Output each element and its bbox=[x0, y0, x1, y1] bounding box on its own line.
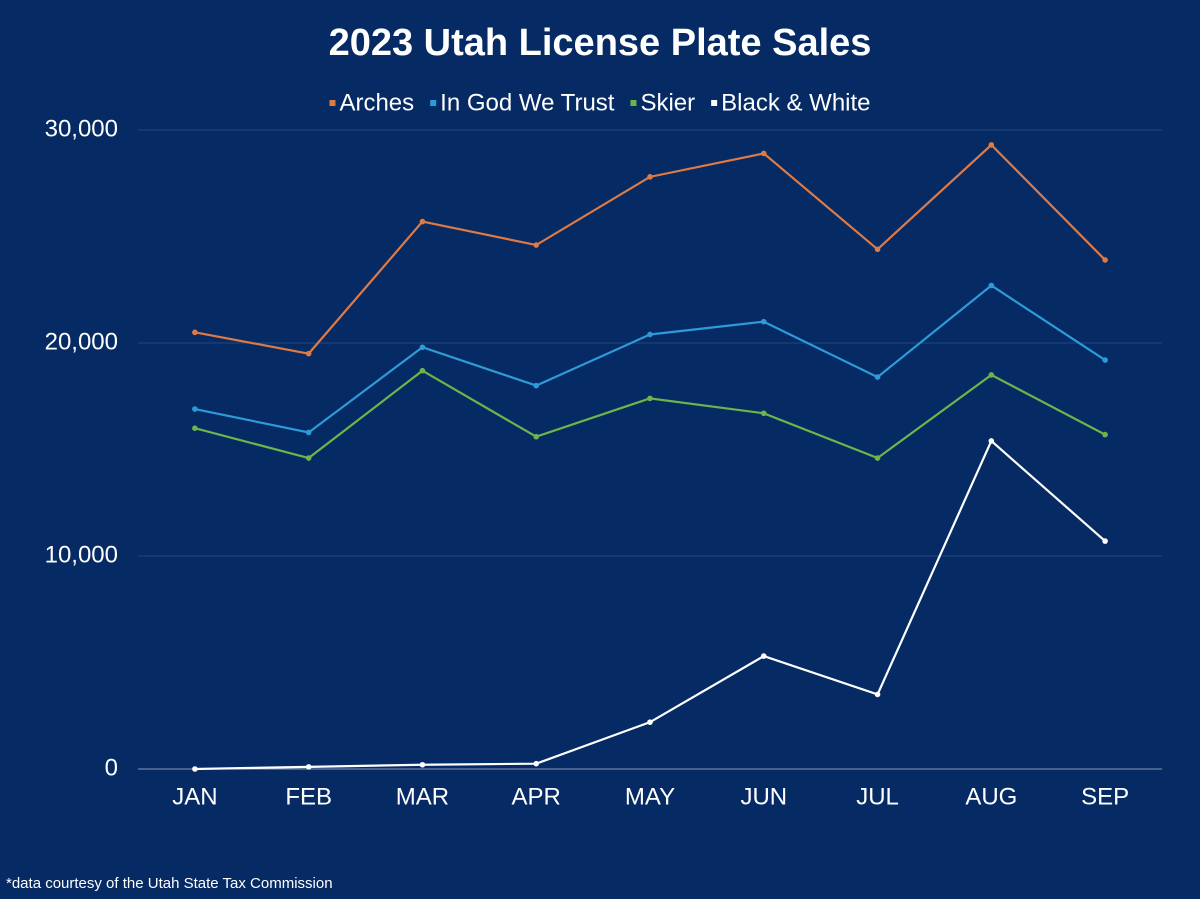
data-point bbox=[647, 719, 653, 725]
x-tick-label: MAY bbox=[625, 783, 675, 810]
data-point bbox=[874, 374, 881, 380]
legend: Arches In God We Trust Skier Black & White bbox=[329, 89, 871, 116]
data-point bbox=[533, 433, 540, 440]
data-point bbox=[305, 455, 312, 461]
legend-label: Arches bbox=[339, 89, 414, 116]
data-point bbox=[305, 764, 312, 770]
y-tick-label: 0 bbox=[105, 754, 118, 781]
y-tick-label: 30,000 bbox=[45, 115, 118, 142]
data-point bbox=[192, 425, 198, 432]
data-point bbox=[988, 372, 995, 378]
data-point bbox=[305, 350, 312, 357]
data-point bbox=[192, 406, 198, 412]
data-point bbox=[419, 344, 426, 351]
data-point bbox=[1102, 357, 1108, 363]
data-point bbox=[988, 438, 995, 444]
legend-swatch bbox=[711, 100, 718, 106]
legend-label: Black & White bbox=[721, 89, 870, 116]
data-point bbox=[760, 410, 767, 417]
y-tick-label: 10,000 bbox=[45, 541, 118, 568]
data-point bbox=[533, 382, 540, 389]
data-point bbox=[647, 174, 653, 180]
data-point bbox=[1102, 257, 1108, 263]
data-point bbox=[1102, 431, 1108, 438]
data-point bbox=[760, 653, 767, 659]
data-point bbox=[305, 429, 312, 436]
legend-label: In God We Trust bbox=[440, 89, 615, 116]
data-point bbox=[419, 367, 426, 374]
data-point bbox=[419, 218, 426, 225]
data-point bbox=[988, 142, 995, 148]
data-point bbox=[874, 455, 881, 461]
data-point bbox=[533, 242, 540, 248]
data-point bbox=[533, 760, 540, 767]
data-point bbox=[647, 395, 653, 402]
data-point bbox=[192, 329, 198, 336]
data-point bbox=[988, 282, 995, 289]
data-point bbox=[874, 246, 881, 253]
x-tick-label: AUG bbox=[965, 783, 1017, 810]
data-point bbox=[760, 318, 767, 325]
legend-swatch bbox=[430, 100, 437, 106]
y-tick-label: 20,000 bbox=[45, 328, 118, 355]
x-tick-label: SEP bbox=[1081, 783, 1129, 810]
data-point bbox=[874, 691, 881, 698]
x-tick-label: FEB bbox=[285, 783, 332, 810]
x-tick-label: JAN bbox=[172, 783, 217, 810]
x-tick-label: JUL bbox=[856, 783, 899, 810]
x-tick-label: JUN bbox=[740, 783, 787, 810]
legend-swatch bbox=[630, 100, 637, 106]
legend-swatch bbox=[329, 100, 336, 106]
legend-label: Skier bbox=[640, 89, 695, 116]
data-point bbox=[1102, 538, 1108, 544]
footnote: *data courtesy of the Utah State Tax Com… bbox=[6, 875, 333, 892]
chart-title: 2023 Utah License Plate Sales bbox=[329, 22, 872, 64]
data-point bbox=[760, 150, 767, 157]
data-point bbox=[419, 761, 426, 768]
x-tick-label: MAR bbox=[396, 783, 449, 810]
x-tick-label: APR bbox=[512, 783, 561, 810]
data-point bbox=[192, 766, 198, 772]
data-point bbox=[647, 331, 653, 338]
